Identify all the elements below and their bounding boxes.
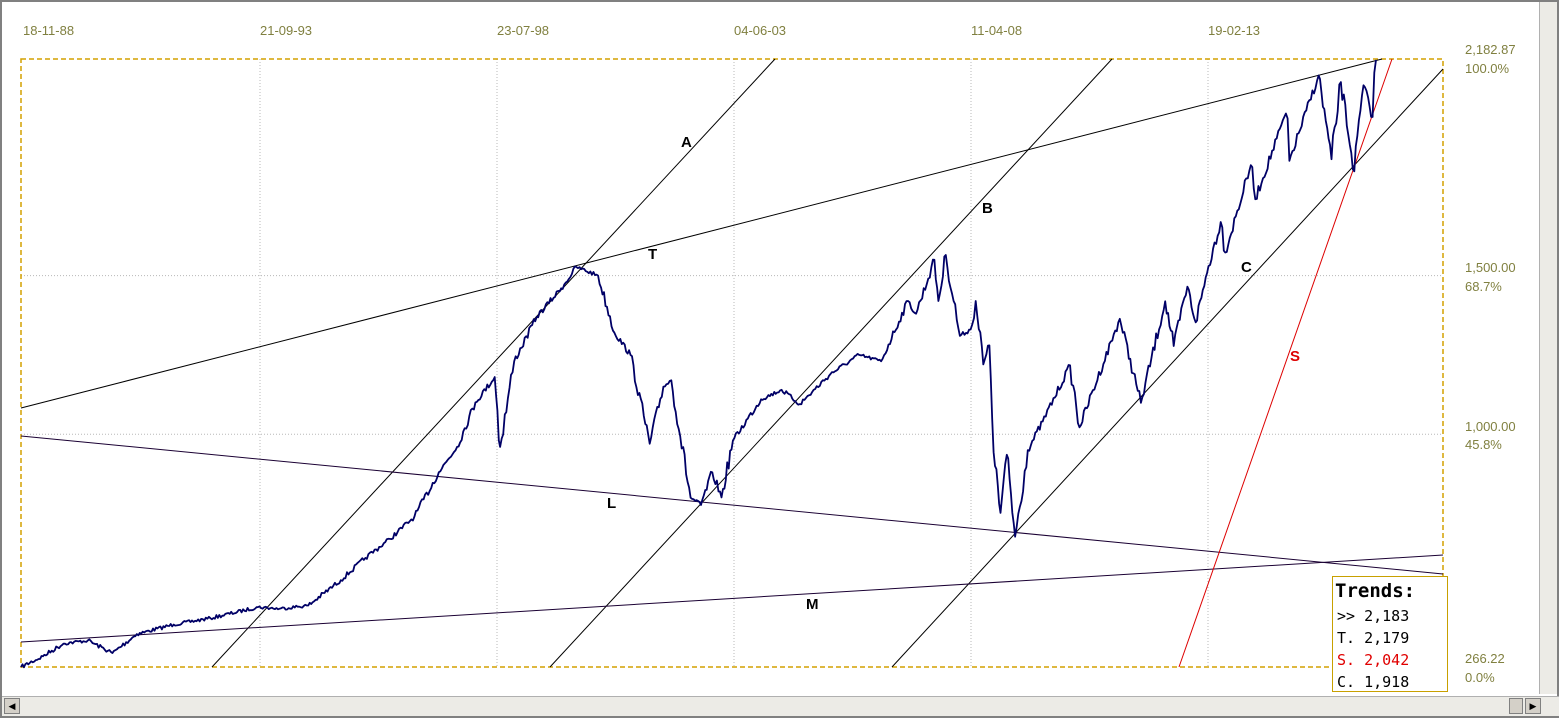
trend-label-s: S bbox=[1290, 348, 1300, 365]
trendline-c bbox=[891, 68, 1444, 668]
x-tick-label-0: 18-11-88 bbox=[23, 23, 74, 38]
x-axis-labels: 18-11-88 21-09-93 23-07-98 04-06-03 11-0… bbox=[23, 23, 1260, 38]
price-chart: 18-11-88 21-09-93 23-07-98 04-06-03 11-0… bbox=[20, 23, 1516, 685]
y-tick-label-pct-2: 45.8% bbox=[1465, 437, 1502, 452]
trend-label-m: M bbox=[806, 596, 819, 613]
legend-entry-c: C. 1,918 bbox=[1337, 673, 1410, 691]
trend-label-c: C bbox=[1241, 259, 1252, 276]
trend-label-a: A bbox=[681, 134, 692, 151]
x-tick-label-4: 11-04-08 bbox=[971, 23, 1022, 38]
plot-area-border bbox=[20, 58, 1444, 668]
y-tick-label-pct-1: 68.7% bbox=[1465, 279, 1502, 294]
x-tick-label-2: 23-07-98 bbox=[497, 23, 549, 38]
y-tick-label-price-2: 1,000.00 bbox=[1465, 419, 1516, 434]
price-series-line-0 bbox=[20, 59, 1377, 669]
x-tick-label-1: 21-09-93 bbox=[260, 23, 312, 38]
trendline-t bbox=[20, 58, 1383, 409]
horizontal-scrollbar[interactable]: ◀ ▶ bbox=[2, 696, 1559, 716]
y-tick-label-price-1: 1,500.00 bbox=[1465, 260, 1516, 275]
legend-title: Trends: bbox=[1335, 580, 1416, 602]
trends-legend: Trends: >> 2,183 T. 2,179 S. 2,042 C. 1,… bbox=[1332, 576, 1448, 692]
scroll-thumb[interactable] bbox=[1509, 698, 1523, 714]
series-layer bbox=[20, 59, 1377, 669]
trend-label-b: B bbox=[982, 200, 993, 217]
y-tick-label-pct-0: 100.0% bbox=[1465, 61, 1510, 76]
scroll-left-arrow-icon[interactable]: ◀ bbox=[4, 698, 20, 714]
y-axis-labels: 2,182.87 100.0% 1,500.00 68.7% 1,000.00 … bbox=[1465, 42, 1516, 685]
vertical-scrollbar[interactable] bbox=[1539, 2, 1557, 694]
trend-lines bbox=[20, 58, 1444, 668]
trendline-m bbox=[20, 554, 1444, 643]
y-tick-label-price-0: 2,182.87 bbox=[1465, 42, 1516, 57]
legend-entry-s: S. 2,042 bbox=[1337, 651, 1410, 669]
x-tick-label-5: 19-02-13 bbox=[1208, 23, 1260, 38]
scroll-right-arrow-icon[interactable]: ▶ bbox=[1525, 698, 1541, 714]
legend-entry-t: T. 2,179 bbox=[1337, 629, 1410, 647]
trend-line-labels: A B C T L M S bbox=[607, 134, 1300, 613]
trendline-b bbox=[549, 58, 1113, 668]
y-tick-label-price-3: 266.22 bbox=[1465, 651, 1505, 666]
trendline-a bbox=[211, 58, 776, 668]
x-tick-label-3: 04-06-03 bbox=[734, 23, 786, 38]
grid bbox=[21, 59, 1443, 667]
trendline-s bbox=[1178, 58, 1393, 668]
y-tick-label-pct-3: 0.0% bbox=[1465, 670, 1495, 685]
trend-label-l: L bbox=[607, 495, 616, 512]
trend-label-t: T bbox=[648, 246, 657, 263]
legend-entry-current: >> 2,183 bbox=[1337, 607, 1410, 625]
trendline-l bbox=[20, 435, 1444, 575]
